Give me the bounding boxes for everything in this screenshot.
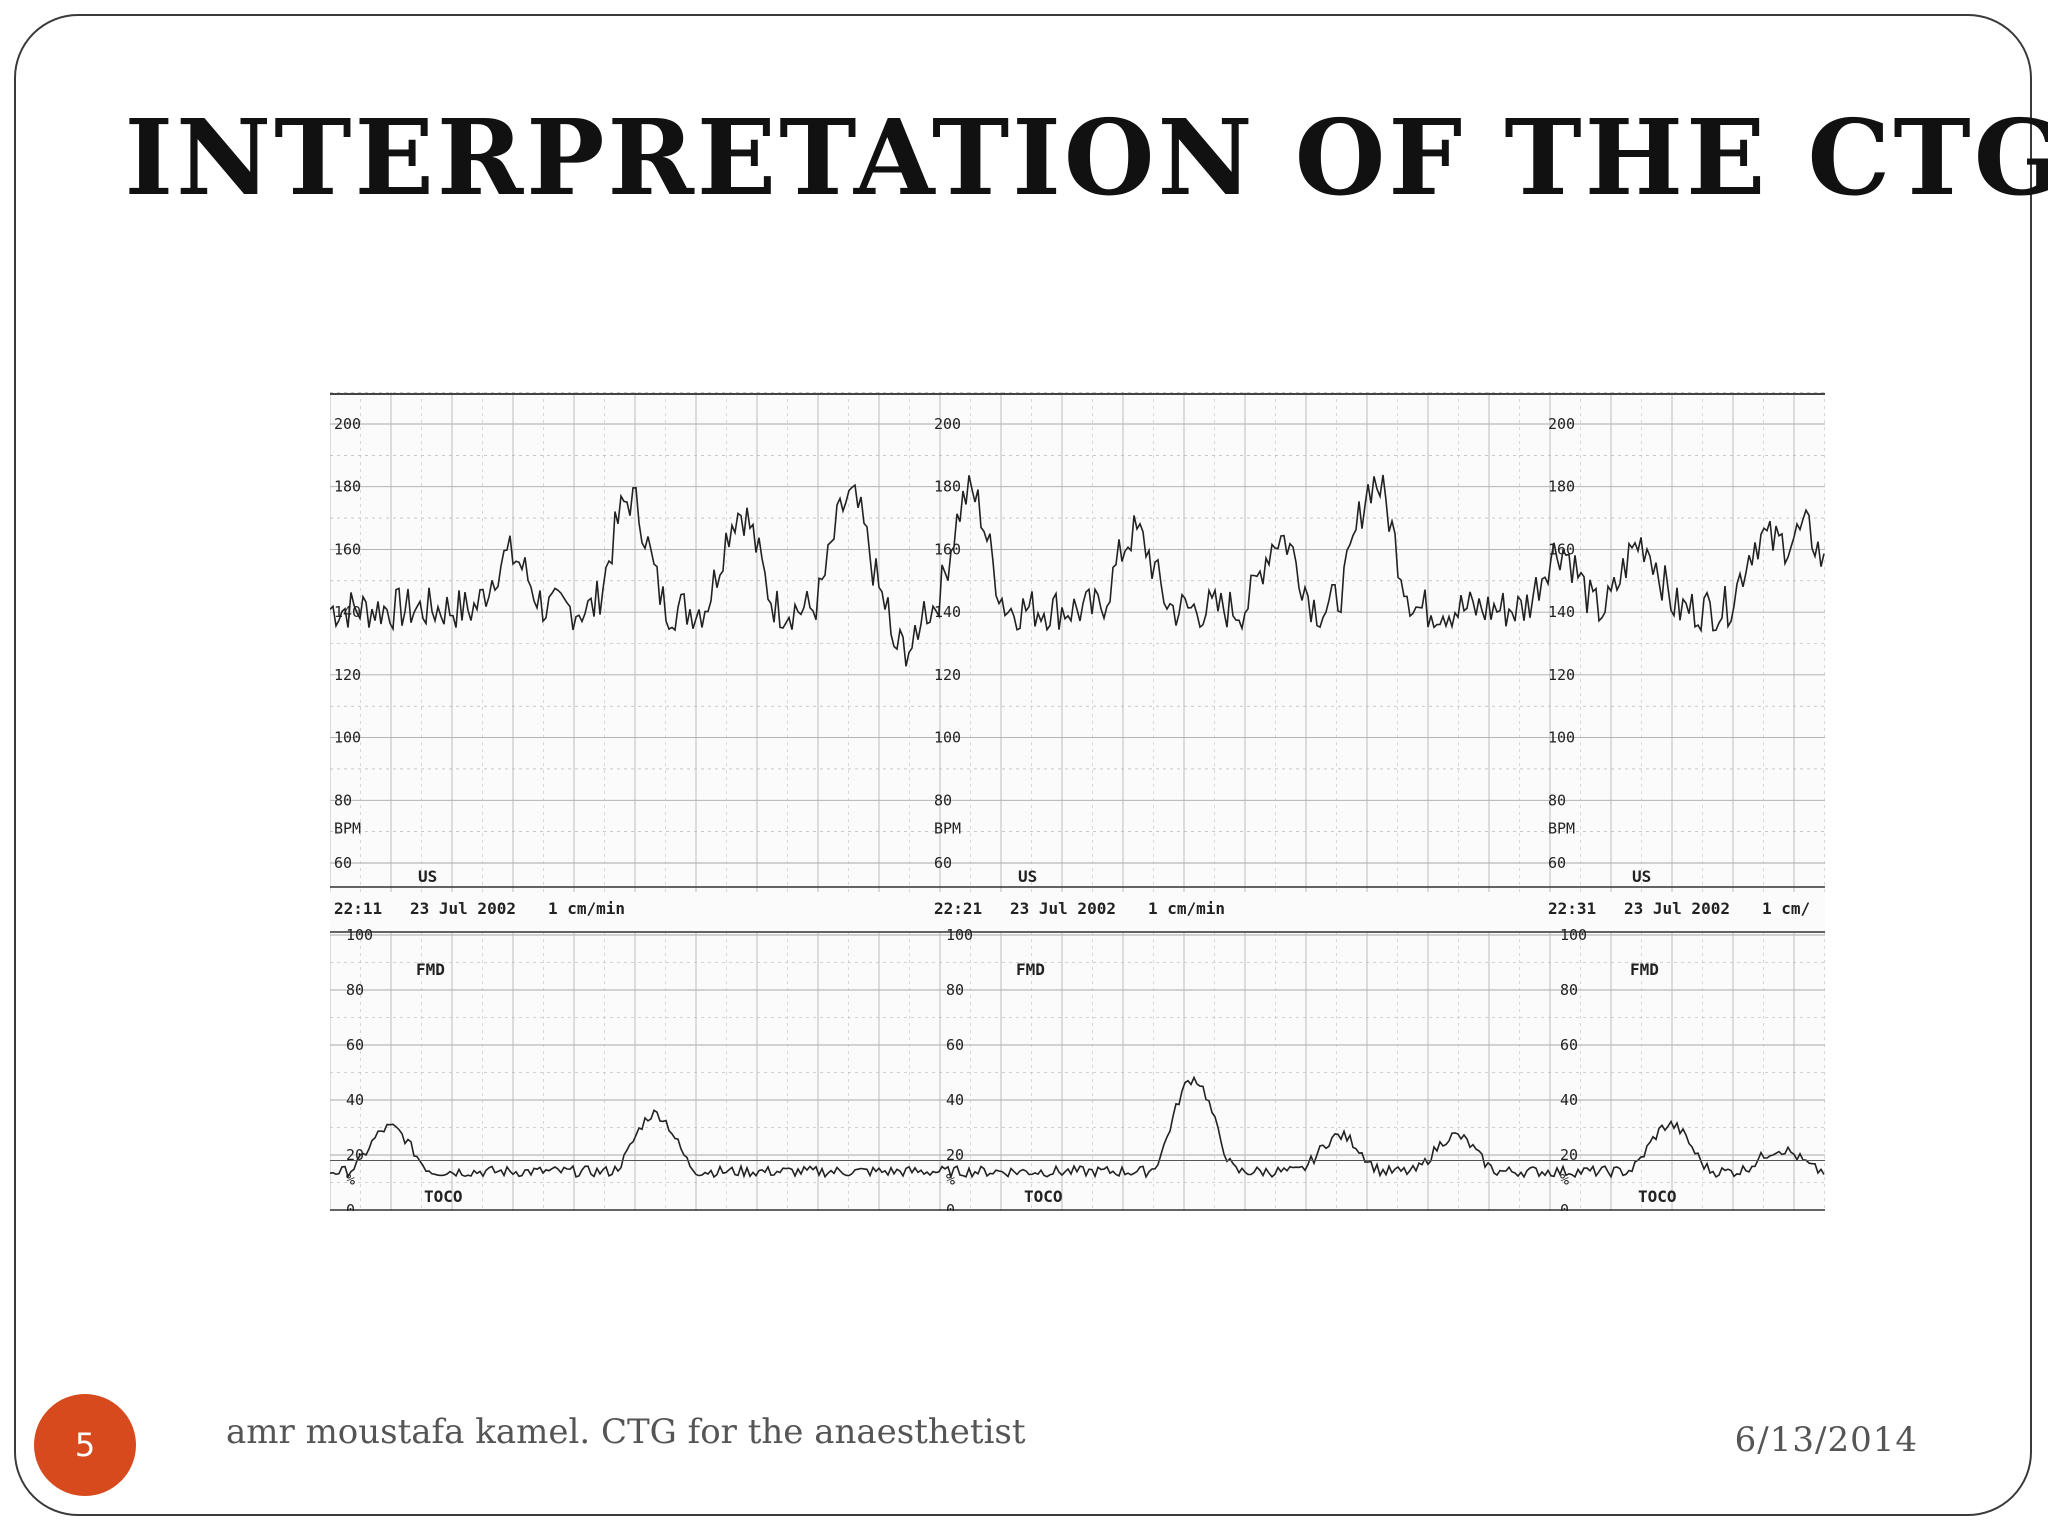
toco-tick-label: 100	[1560, 926, 1587, 944]
footer-date: 6/13/2014	[1734, 1420, 1918, 1460]
fhr-tick-label: 120	[334, 666, 361, 684]
ctg-trace-image: 200 180 160 140 120 100 80 60 BPM US 200 180 160 140 1…	[330, 392, 1825, 1211]
toco-transducer-label: TOCO	[1638, 1187, 1677, 1206]
fhr-tick-label: 60	[934, 854, 952, 872]
fhr-tick-label: 100	[934, 729, 961, 747]
toco-tick-label: 80	[1560, 981, 1578, 999]
fhr-tick-label: 180	[934, 478, 961, 496]
fhr-tick-label: 60	[1548, 854, 1566, 872]
toco-tick-label: 60	[946, 1036, 964, 1054]
toco-tick-label: 20	[946, 1146, 964, 1164]
fhr-transducer-label: US	[1018, 867, 1037, 886]
ctg-trace-svg: 2001801601401201008060BPMUS2001801601401…	[330, 392, 1825, 1211]
fhr-trace	[330, 474, 1825, 667]
fhr-unit-label: BPM	[1548, 820, 1575, 838]
toco-tick-label: 80	[946, 981, 964, 999]
fhr-unit-label: BPM	[334, 820, 361, 838]
fhr-unit-label: BPM	[934, 820, 961, 838]
toco-tick-label: 100	[346, 926, 373, 944]
toco-tick-label: 80	[346, 981, 364, 999]
fhr-tick-label: 200	[934, 415, 961, 433]
fmd-label: FMD	[416, 960, 445, 979]
fhr-tick-label: 140	[1548, 603, 1575, 621]
footer-caption: amr moustafa kamel. CTG for the anaesthe…	[226, 1412, 1026, 1452]
fhr-tick-label: 100	[334, 729, 361, 747]
toco-tick-label: 60	[1560, 1036, 1578, 1054]
slide-number-badge: 5	[34, 1394, 136, 1496]
fmd-label: FMD	[1630, 960, 1659, 979]
segment-time: 22:31	[1548, 899, 1596, 918]
segment-time: 22:11	[334, 899, 382, 918]
toco-transducer-label: TOCO	[1024, 1187, 1063, 1206]
toco-tick-label: 60	[346, 1036, 364, 1054]
fhr-tick-label: 200	[334, 415, 361, 433]
fhr-tick-label: 160	[934, 540, 961, 558]
toco-unit-label: %	[346, 1171, 355, 1189]
toco-trace	[330, 1075, 1825, 1180]
slide-title: Interpretation of the CTG	[124, 96, 2048, 219]
toco-transducer-label: TOCO	[424, 1187, 463, 1206]
toco-tick-label: 20	[346, 1146, 364, 1164]
toco-tick-label: 0	[346, 1201, 355, 1211]
fhr-transducer-label: US	[418, 867, 437, 886]
segment-date: 23 Jul 2002	[410, 899, 516, 918]
fhr-tick-label: 120	[1548, 666, 1575, 684]
toco-tick-label: 20	[1560, 1146, 1578, 1164]
segment-speed: 1 cm/	[1762, 899, 1810, 918]
fmd-label: FMD	[1016, 960, 1045, 979]
segment-speed: 1 cm/min	[548, 899, 625, 918]
fhr-tick-label: 200	[1548, 415, 1575, 433]
segment-date: 23 Jul 2002	[1010, 899, 1116, 918]
fhr-tick-label: 160	[334, 540, 361, 558]
segment-time: 22:21	[934, 899, 982, 918]
segment-speed: 1 cm/min	[1148, 899, 1225, 918]
fhr-tick-label: 180	[1548, 478, 1575, 496]
fhr-tick-label: 80	[934, 791, 952, 809]
fhr-tick-label: 120	[934, 666, 961, 684]
fhr-tick-label: 80	[1548, 791, 1566, 809]
fhr-transducer-label: US	[1632, 867, 1651, 886]
toco-tick-label: 0	[1560, 1201, 1569, 1211]
fhr-tick-label: 140	[934, 603, 961, 621]
toco-unit-label: %	[946, 1171, 955, 1189]
toco-tick-label: 40	[346, 1091, 364, 1109]
fhr-tick-label: 180	[334, 478, 361, 496]
fhr-tick-label: 100	[1548, 729, 1575, 747]
toco-unit-label: %	[1560, 1171, 1569, 1189]
segment-date: 23 Jul 2002	[1624, 899, 1730, 918]
toco-tick-label: 0	[946, 1201, 955, 1211]
toco-tick-label: 40	[1560, 1091, 1578, 1109]
toco-tick-label: 100	[946, 926, 973, 944]
fhr-tick-label: 60	[334, 854, 352, 872]
fhr-tick-label: 80	[334, 791, 352, 809]
toco-tick-label: 40	[946, 1091, 964, 1109]
